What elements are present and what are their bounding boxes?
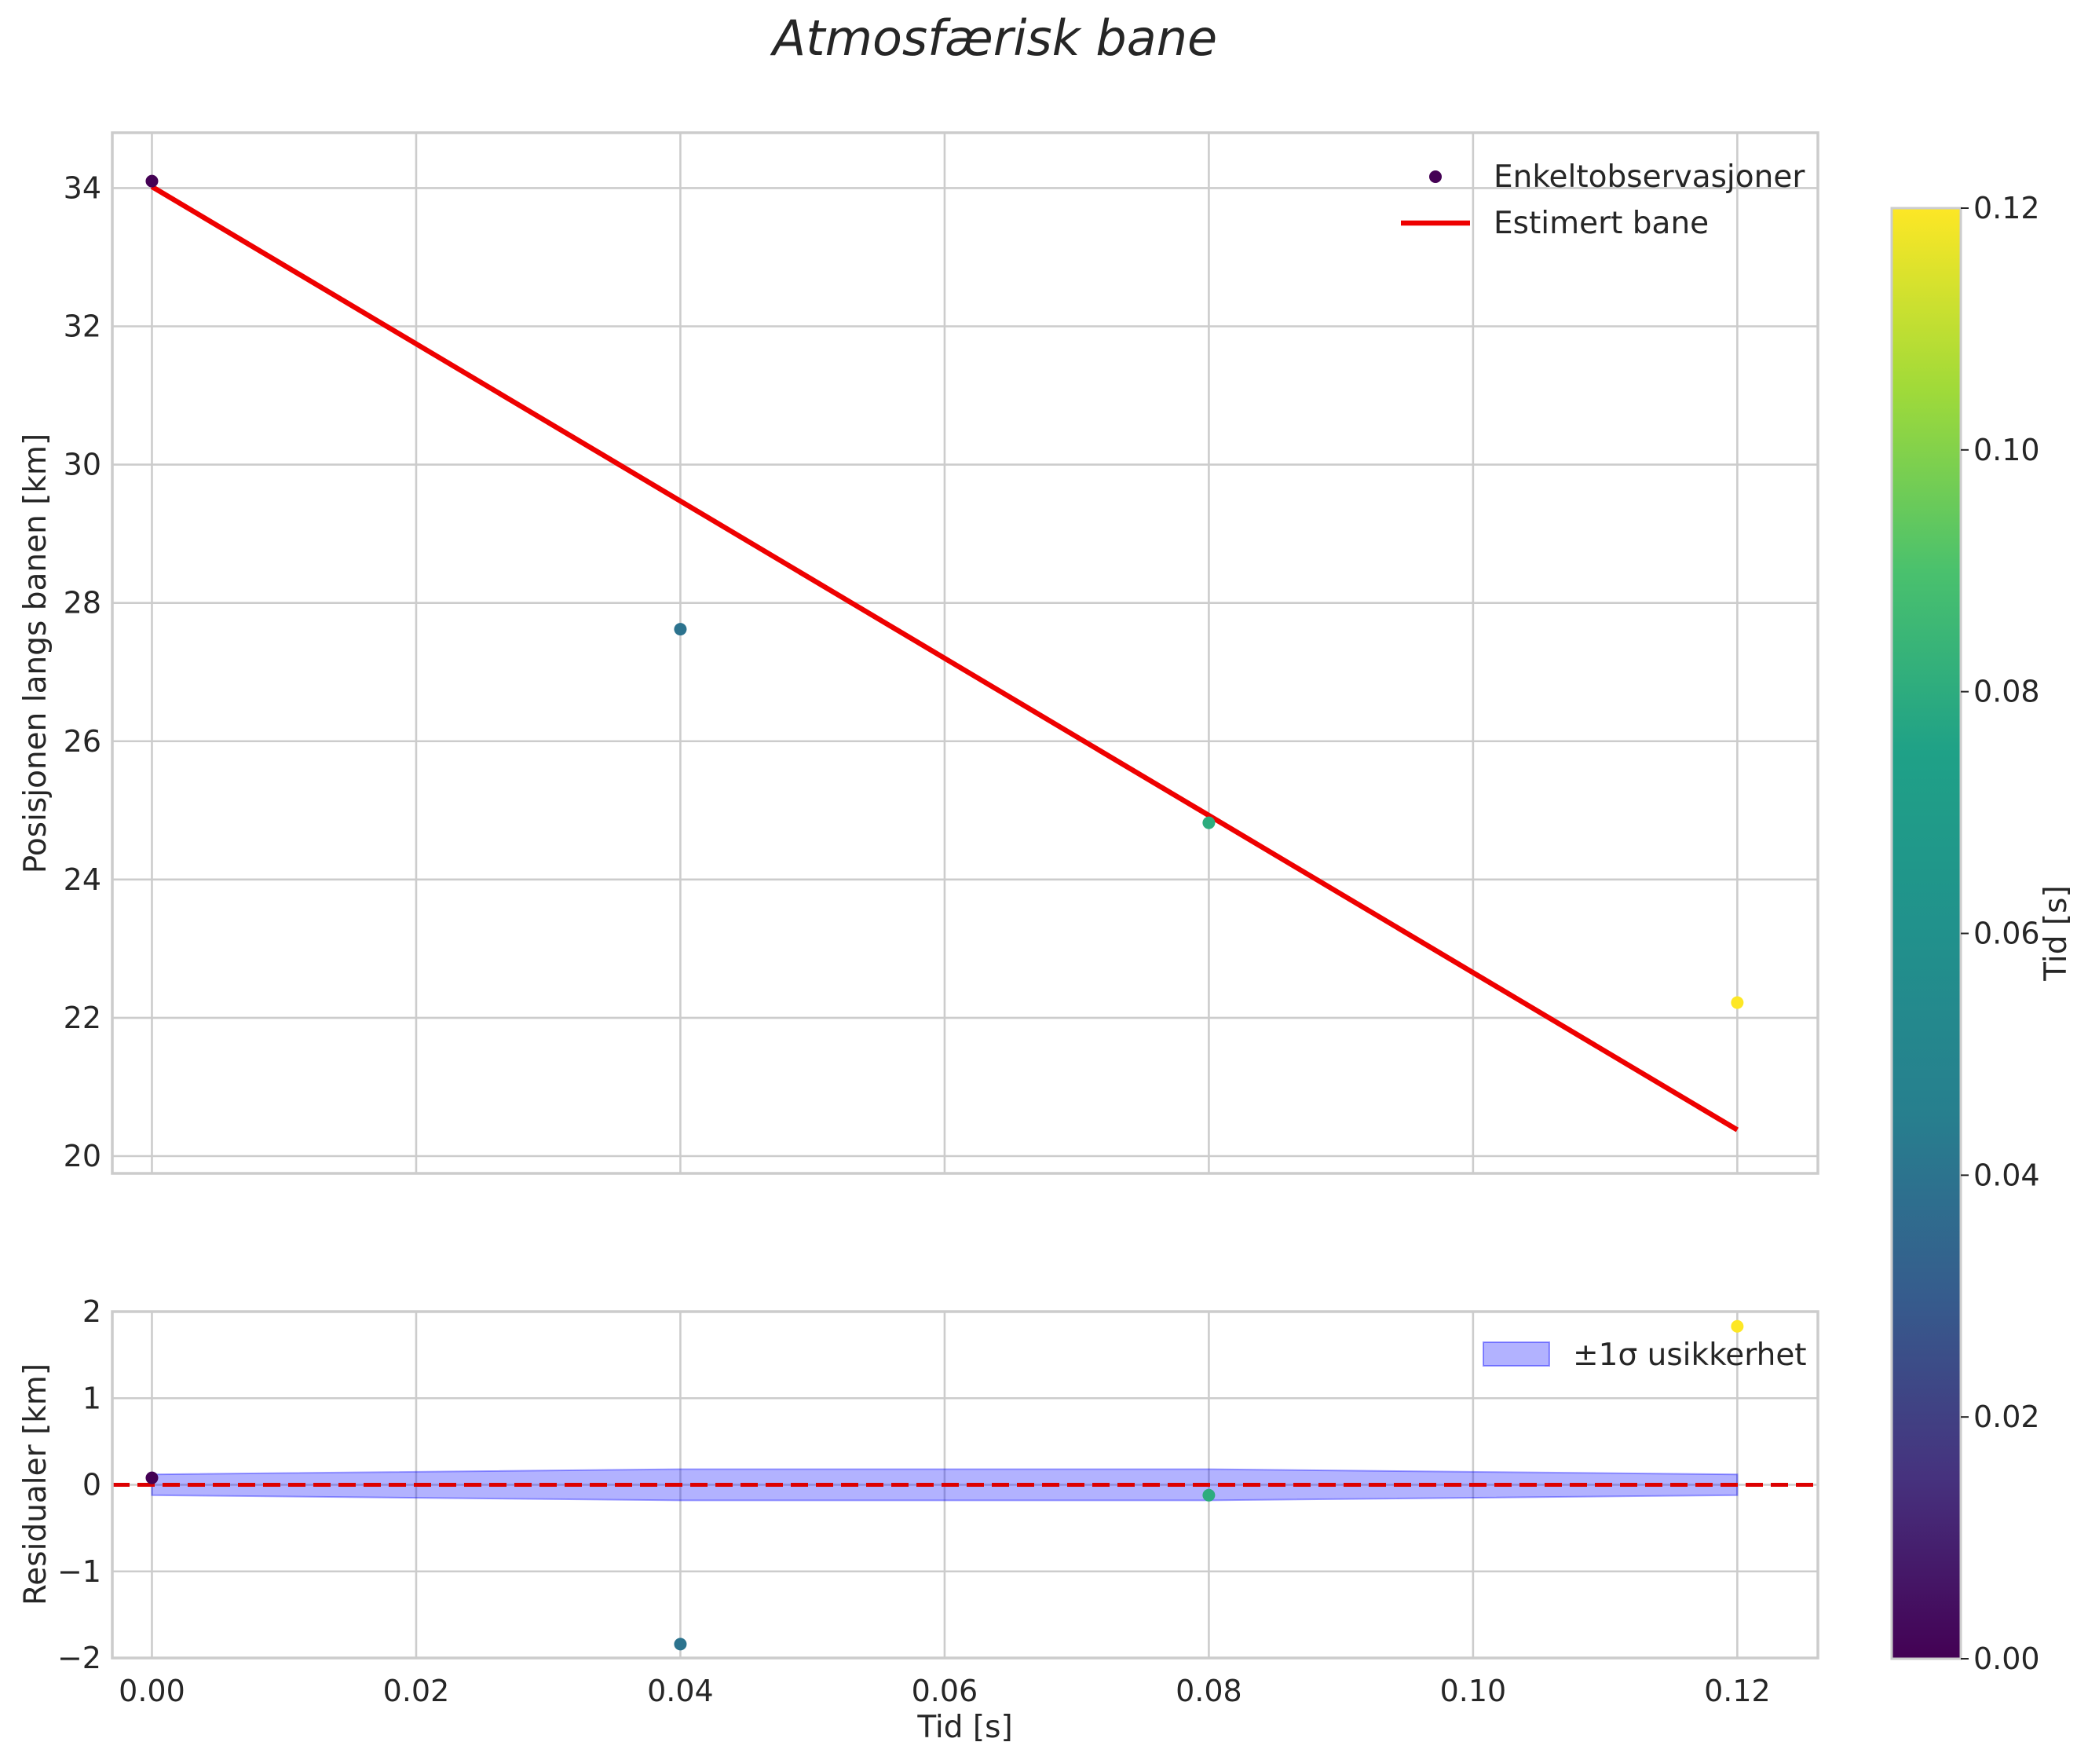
res-y-tick-label: −1	[57, 1554, 101, 1589]
colorbar-tick-label: 0.02	[1973, 1400, 2040, 1434]
main-y-tick-label: 26	[64, 724, 101, 759]
observation-point	[145, 174, 159, 188]
residual-plot-frame	[111, 1310, 1819, 1660]
estimated-trajectory-line	[150, 184, 1739, 1133]
observation-point	[674, 623, 687, 636]
legend-label-uncertainty-band: ±1σ usikkerhet	[1573, 1338, 1807, 1373]
main-y-axis-label: Posisjonen langs banen [km]	[18, 434, 53, 873]
main-plot-panel: 20 22 24 26 28 30 32 34 Posisjonen langs banen …	[18, 131, 1819, 1175]
residual-legend: ±1σ usikkerhet	[1483, 1338, 1807, 1373]
res-x-tick-label: 0.00	[119, 1674, 185, 1708]
colorbar-tick-label: 0.10	[1973, 433, 2040, 467]
main-y-tick-label: 34	[64, 170, 101, 205]
main-y-tick-label: 20	[64, 1139, 101, 1173]
main-y-tick-label: 32	[64, 309, 101, 344]
main-y-tick-label: 30	[64, 448, 101, 482]
colorbar-tick-label: 0.04	[1973, 1158, 2040, 1192]
colorbar-gradient	[1892, 208, 1961, 1659]
main-legend: Enkeltobservasjoner Estimert bane	[1401, 159, 1805, 241]
residual-point	[1731, 1319, 1744, 1333]
colorbar-tick-label: 0.12	[1973, 191, 2040, 225]
colorbar-tick-label: 0.00	[1973, 1641, 2040, 1676]
colorbar-label: Tid [s]	[2039, 885, 2074, 981]
res-x-tick-label: 0.06	[912, 1674, 978, 1708]
legend-marker-observations	[1429, 170, 1442, 183]
legend-marker-uncertainty-band	[1483, 1341, 1550, 1367]
res-y-tick-label: 1	[82, 1381, 101, 1415]
main-y-tick-label: 28	[64, 586, 101, 620]
res-y-tick-label: 0	[82, 1468, 101, 1502]
res-y-tick-label: −2	[57, 1641, 101, 1675]
observation-point	[1202, 816, 1216, 829]
residual-point	[1202, 1488, 1216, 1502]
main-y-tick-label: 22	[64, 1001, 101, 1035]
res-x-tick-label: 0.04	[647, 1674, 714, 1708]
res-y-tick-label: 2	[82, 1294, 101, 1329]
legend-label-fit-line: Estimert bane	[1494, 206, 1709, 241]
residual-point	[674, 1638, 687, 1651]
main-y-tick-label: 24	[64, 862, 101, 897]
res-x-tick-label: 0.12	[1704, 1674, 1771, 1708]
residual-point	[145, 1471, 159, 1484]
main-plot-frame	[111, 131, 1819, 1175]
colorbar: 0.00 0.02 0.04 0.06 0.08 0.10 0.12 Tid [s]	[1890, 191, 2074, 1676]
colorbar-tick-label: 0.06	[1973, 917, 2040, 951]
figure-title: Atmosfærisk bane	[770, 9, 1217, 67]
residual-plot-panel: −2 −1 0 1 2 0.00 0.02 0.04 0.06 0.08 0.10 0.12 Resi…	[18, 1294, 1819, 1745]
res-x-tick-label: 0.10	[1440, 1674, 1507, 1708]
residual-y-axis-label: Residualer [km]	[18, 1363, 53, 1605]
colorbar-tick-label: 0.08	[1973, 675, 2040, 709]
observation-point	[1731, 996, 1744, 1009]
res-x-tick-label: 0.02	[383, 1674, 450, 1708]
res-x-tick-label: 0.08	[1176, 1674, 1242, 1708]
legend-label-observations: Enkeltobservasjoner	[1494, 159, 1805, 195]
x-axis-label: Tid [s]	[916, 1710, 1012, 1745]
